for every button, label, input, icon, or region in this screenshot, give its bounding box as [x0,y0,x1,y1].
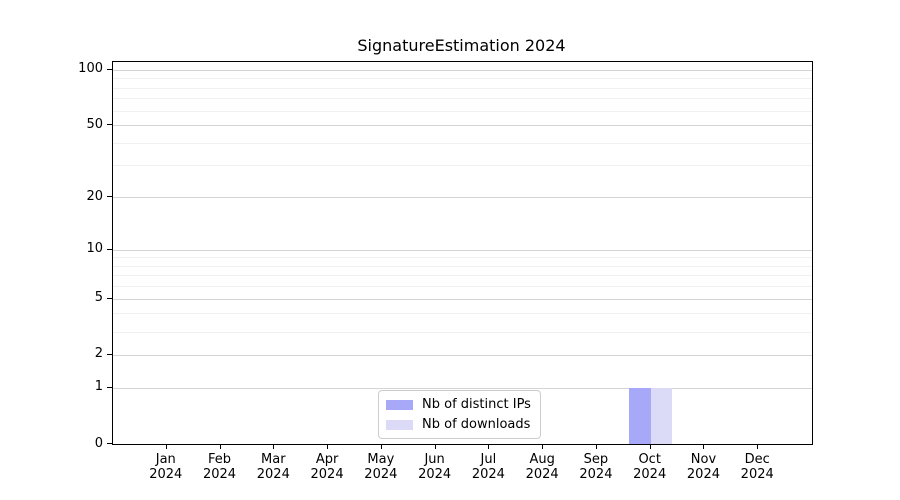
x-tick-label: Jun 2024 [395,452,475,482]
y-tick-label: 1 [94,379,103,395]
x-tick-year: 2024 [525,467,559,482]
x-tick-label: Jul 2024 [448,452,528,482]
x-tick-mark [165,444,167,449]
legend-swatch [386,419,413,430]
gridline-major [113,249,812,251]
y-tick-mark [107,124,112,126]
x-tick-year: 2024 [686,467,720,482]
gridline-minor [113,165,812,167]
gridline-minor [113,257,812,259]
y-tick-mark [107,196,112,198]
x-tick-label: Nov 2024 [663,452,743,482]
x-tick-year: 2024 [633,467,667,482]
x-tick-mark [542,444,544,449]
y-tick-mark [107,297,112,299]
x-tick-mark [434,444,436,449]
x-tick-year: 2024 [202,467,237,482]
legend-swatch [386,399,413,410]
y-tick-label: 10 [86,241,103,256]
x-tick-mark [595,444,597,449]
x-tick-mark [380,444,382,449]
x-tick-mark [219,444,221,449]
bar-distinct-ips [629,387,651,444]
x-tick-label: Aug 2024 [502,452,582,482]
legend-item: Nb of distinct IPs [386,396,531,413]
y-tick-label: 5 [94,290,103,306]
gridline-minor [113,87,812,89]
y-tick-mark [107,68,112,70]
x-tick-mark [649,444,651,449]
gridline-minor [113,275,812,277]
gridline-minor [113,78,812,80]
x-tick-mark [703,444,705,449]
x-tick-year: 2024 [579,467,613,482]
x-tick-mark [273,444,275,449]
y-tick-label: 20 [86,188,103,204]
y-tick-mark [107,248,112,250]
x-tick-year: 2024 [471,467,505,482]
legend-label: Nb of distinct IPs [422,397,531,412]
y-tick-mark [107,386,112,388]
legend-label: Nb of downloads [422,417,531,432]
gridline-minor [113,313,812,315]
x-tick-year: 2024 [310,467,344,482]
gridline-major [113,387,812,389]
gridline-minor [113,142,812,144]
y-tick-label: 2 [94,346,103,362]
gridline-minor [113,110,812,112]
x-tick-mark [757,444,759,449]
legend: Nb of distinct IPs Nb of downloads [378,390,541,439]
x-tick-label: Dec 2024 [717,452,797,482]
gridline-major [113,197,812,199]
gridline-minor [113,98,812,100]
x-tick-year: 2024 [418,467,452,482]
gridline-major [113,298,812,300]
plot-area [112,61,813,445]
y-tick-mark [107,443,112,444]
y-tick-label: 50 [86,116,103,132]
x-tick-label: Apr 2024 [287,452,367,482]
x-tick-year: 2024 [149,467,183,482]
x-tick-label: Mar 2024 [233,452,313,482]
y-tick-label: 100 [78,61,103,77]
gridline-minor [113,331,812,333]
gridline-minor [113,286,812,288]
x-tick-mark [488,444,490,449]
bar-downloads [650,387,673,444]
legend-item: Nb of downloads [386,416,531,433]
chart-title: SignatureEstimation 2024 [357,36,566,55]
x-tick-label: Feb 2024 [180,452,260,482]
x-tick-label: Jan 2024 [126,452,206,482]
x-tick-label: Sep 2024 [556,452,636,482]
gridline-major [113,69,812,71]
x-tick-mark [327,444,329,449]
x-tick-year: 2024 [364,467,398,482]
x-tick-label: May 2024 [341,452,421,482]
y-tick-label: 0 [94,435,103,451]
x-tick-year: 2024 [740,467,774,482]
gridline-major [113,354,812,356]
x-tick-year: 2024 [256,467,290,482]
y-tick-mark [107,353,112,355]
gridline-major [113,125,812,127]
gridline-minor [113,265,812,267]
x-tick-label: Oct 2024 [610,452,690,482]
